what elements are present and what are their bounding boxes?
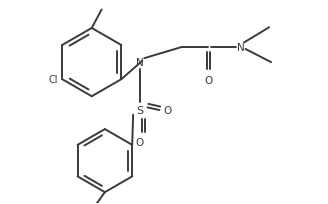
Text: S: S [136,105,143,115]
Text: N: N [237,43,245,53]
Text: O: O [163,105,172,115]
Text: N: N [136,58,144,68]
Text: O: O [135,137,144,147]
Text: Cl: Cl [49,75,58,85]
Text: O: O [204,76,212,86]
